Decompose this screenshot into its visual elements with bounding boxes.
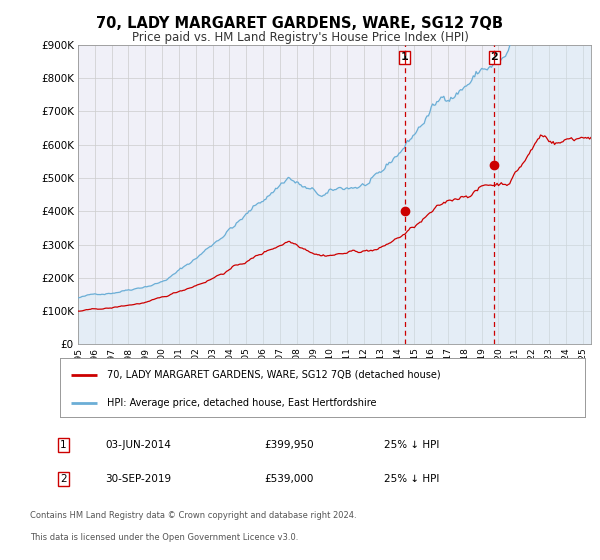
- Text: 70, LADY MARGARET GARDENS, WARE, SG12 7QB: 70, LADY MARGARET GARDENS, WARE, SG12 7Q…: [97, 16, 503, 31]
- Text: 70, LADY MARGARET GARDENS, WARE, SG12 7QB (detached house): 70, LADY MARGARET GARDENS, WARE, SG12 7Q…: [107, 370, 441, 380]
- Text: 2: 2: [60, 474, 67, 484]
- Text: £399,950: £399,950: [264, 440, 314, 450]
- Text: 30-SEP-2019: 30-SEP-2019: [105, 474, 171, 484]
- Text: HPI: Average price, detached house, East Hertfordshire: HPI: Average price, detached house, East…: [107, 398, 377, 408]
- Text: 25% ↓ HPI: 25% ↓ HPI: [384, 474, 439, 484]
- Text: 03-JUN-2014: 03-JUN-2014: [105, 440, 171, 450]
- Text: Contains HM Land Registry data © Crown copyright and database right 2024.: Contains HM Land Registry data © Crown c…: [30, 511, 356, 520]
- Text: Price paid vs. HM Land Registry's House Price Index (HPI): Price paid vs. HM Land Registry's House …: [131, 31, 469, 44]
- Text: 1: 1: [60, 440, 67, 450]
- Text: 1: 1: [401, 52, 409, 62]
- Text: 25% ↓ HPI: 25% ↓ HPI: [384, 440, 439, 450]
- Text: This data is licensed under the Open Government Licence v3.0.: This data is licensed under the Open Gov…: [30, 533, 298, 542]
- Text: £539,000: £539,000: [264, 474, 313, 484]
- Text: 2: 2: [490, 52, 498, 62]
